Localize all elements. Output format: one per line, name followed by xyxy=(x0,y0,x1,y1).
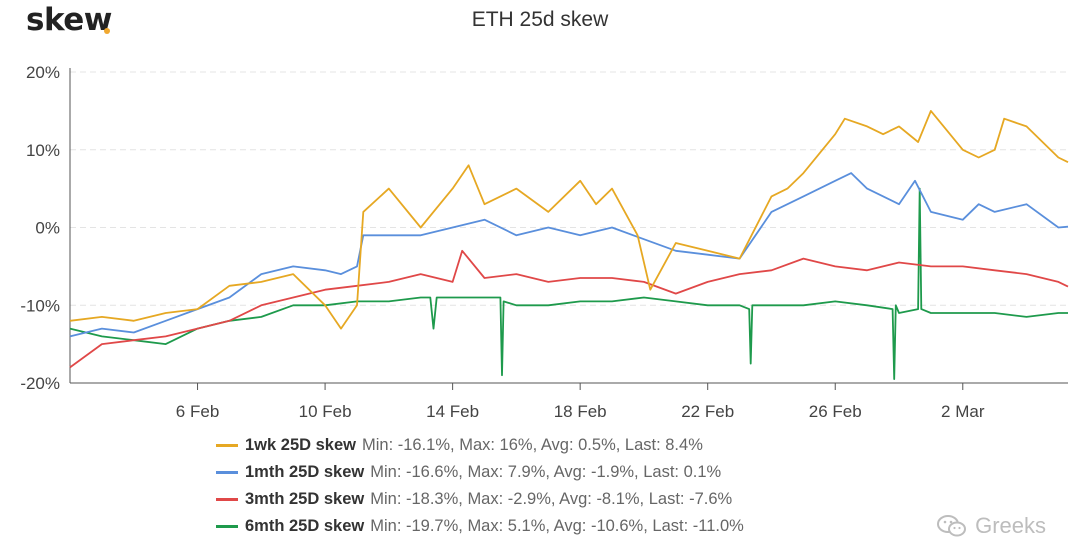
legend-item-6mth[interactable]: 6mth 25D skew Min: -19.7%, Max: 5.1%, Av… xyxy=(216,513,744,540)
x-tick-label: 2 Mar xyxy=(941,402,985,421)
legend-label: 1mth 25D skew xyxy=(245,463,365,481)
y-tick-label: -10% xyxy=(20,296,60,315)
legend-swatch-1mth xyxy=(216,471,238,474)
legend-stats: Min: -16.1%, Max: 16%, Avg: 0.5%, Last: … xyxy=(362,436,703,454)
watermark-text: Greeks xyxy=(975,513,1046,538)
x-tick-label: 26 Feb xyxy=(809,402,862,421)
legend-label: 1wk 25D skew xyxy=(245,436,356,454)
y-tick-label: 10% xyxy=(26,141,60,160)
series-line-6mth xyxy=(69,187,1068,380)
chart-legend: 1wk 25D skew Min: -16.1%, Max: 16%, Avg:… xyxy=(216,432,744,540)
series-line-3mth xyxy=(69,249,1069,369)
chart-title: ETH 25d skew xyxy=(471,8,609,31)
wechat-icon xyxy=(937,515,967,537)
legend-stats: Min: -16.6%, Max: 7.9%, Avg: -1.9%, Last… xyxy=(370,463,722,481)
legend-swatch-3mth xyxy=(216,498,238,501)
line-chart: 20% 10% 0% -10% -20% 6 Feb 10 Feb 14 Feb 18 Feb 2… xyxy=(20,63,1069,421)
legend-item-3mth[interactable]: 3mth 25D skew Min: -18.3%, Max: -2.9%, A… xyxy=(216,486,744,513)
logo-dot xyxy=(104,28,110,34)
y-tick-label: 0% xyxy=(35,219,60,238)
legend-item-1mth[interactable]: 1mth 25D skew Min: -16.6%, Max: 7.9%, Av… xyxy=(216,459,744,486)
skew-logo: skew xyxy=(26,2,112,38)
watermark: Greeks xyxy=(937,513,1046,539)
x-tick-label: 10 Feb xyxy=(299,402,352,421)
legend-swatch-1wk xyxy=(216,444,238,447)
x-tick-label: 22 Feb xyxy=(681,402,734,421)
legend-item-1wk[interactable]: 1wk 25D skew Min: -16.1%, Max: 16%, Avg:… xyxy=(216,432,744,459)
legend-label: 6mth 25D skew xyxy=(245,517,365,535)
x-tick-label: 14 Feb xyxy=(426,402,479,421)
x-tick-label: 6 Feb xyxy=(176,402,219,421)
series-line-1wk xyxy=(69,110,1069,330)
legend-label: 3mth 25D skew xyxy=(245,490,365,508)
legend-swatch-6mth xyxy=(216,525,238,528)
series-line-1mth xyxy=(69,172,1069,338)
y-tick-label: 20% xyxy=(26,63,60,82)
legend-stats: Min: -19.7%, Max: 5.1%, Avg: -10.6%, Las… xyxy=(370,517,744,535)
x-tick-label: 18 Feb xyxy=(554,402,607,421)
y-tick-label: -20% xyxy=(20,374,60,393)
legend-stats: Min: -18.3%, Max: -2.9%, Avg: -8.1%, Las… xyxy=(370,490,733,508)
